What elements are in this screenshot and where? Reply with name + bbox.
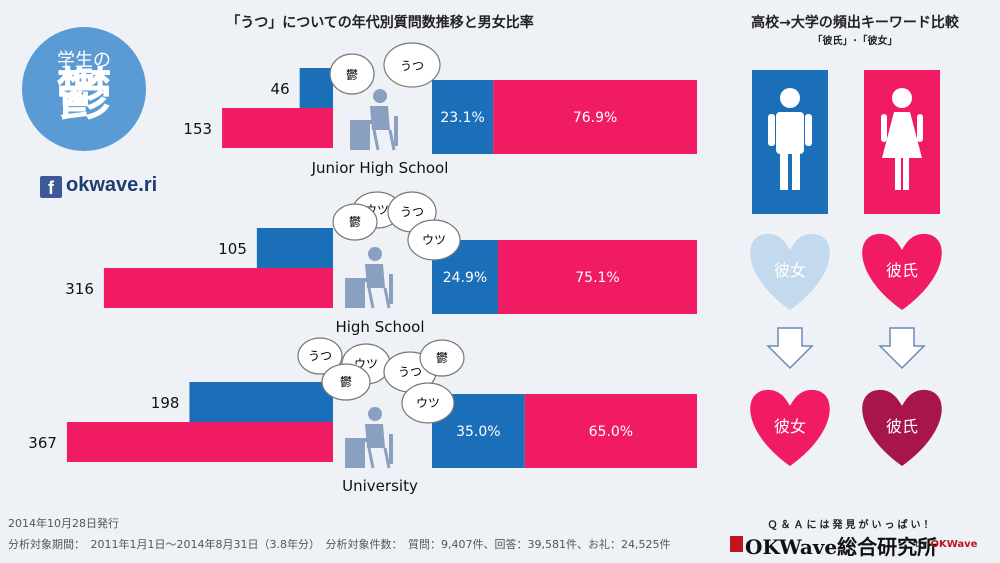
female-ratio-bar xyxy=(497,240,697,314)
heart-label-male-high: 彼女 xyxy=(774,261,806,280)
speech-bubble: 鬱 xyxy=(332,203,378,241)
male-count-bar xyxy=(189,382,333,422)
svg-text:うつ: うつ xyxy=(400,205,424,219)
speech-bubble: うつ xyxy=(297,337,343,375)
logo-kanji: 鬱 xyxy=(56,63,112,128)
male-count-label: 105 xyxy=(218,240,247,258)
keyword-subtitle: 「彼氏」･「彼女」 xyxy=(812,36,898,47)
logo-text: 学生の xyxy=(57,50,111,71)
male-count-bar xyxy=(256,228,333,268)
heart-icon: 彼氏 xyxy=(862,233,942,310)
brand-tagline: Ｑ＆Ａには発見がいっぱい！ xyxy=(767,520,937,531)
female-count-bar xyxy=(103,268,334,308)
category-label-univ: University xyxy=(342,477,418,495)
male-count-bar xyxy=(299,68,333,108)
svg-text:ウツ: ウツ xyxy=(422,233,446,247)
speech-bubble: ウツ xyxy=(407,219,461,261)
keyword-title: 高校→大学の頻出キーワード比較 xyxy=(751,15,959,31)
female-count-label: 153 xyxy=(183,120,212,138)
heart-label-female-high: 彼氏 xyxy=(886,261,918,280)
brand-name: OKWave総合研究所 xyxy=(745,535,938,559)
speech-bubble: うつ xyxy=(383,42,441,88)
male-ratio-bar xyxy=(432,80,494,154)
facebook-link[interactable]: okwave.ri xyxy=(66,174,158,196)
female-ratio-label: 75.1% xyxy=(575,270,619,286)
svg-text:うつ: うつ xyxy=(398,365,422,379)
footer-published: 2014年10月28日発行 xyxy=(8,517,119,530)
female-count-bar xyxy=(66,422,334,462)
svg-text:ウツ: ウツ xyxy=(416,396,440,410)
female-count-label: 367 xyxy=(28,434,57,452)
male-count-label: 198 xyxy=(151,394,180,412)
female-ratio-bar xyxy=(493,80,697,154)
female-ratio-label: 76.9% xyxy=(573,110,617,126)
male-count-label: 46 xyxy=(271,80,290,98)
logo-circle xyxy=(22,27,146,151)
male-ratio-label: 23.1% xyxy=(440,110,484,126)
arrow-down-icon xyxy=(766,327,814,370)
facebook-icon[interactable]: f xyxy=(40,176,62,198)
footer-period: 分析対象期間： 2011年1月1日～2014年8月31日（3.8年分） 分析対象… xyxy=(8,538,671,551)
heart-icon: 彼女 xyxy=(750,233,830,310)
category-label-high: High School xyxy=(335,318,424,336)
speech-bubble: 鬱 xyxy=(419,339,465,377)
student-icon xyxy=(348,87,400,152)
speech-bubble: ウツ xyxy=(401,382,455,424)
svg-text:鬱: 鬱 xyxy=(349,215,361,229)
student-icon xyxy=(343,405,395,470)
svg-text:鬱: 鬱 xyxy=(346,68,358,82)
student-icon xyxy=(343,245,395,310)
svg-text:鬱: 鬱 xyxy=(340,375,352,389)
heart-label-male-univ: 彼女 xyxy=(774,417,806,436)
heart-label-female-univ: 彼氏 xyxy=(886,417,918,436)
female-icon xyxy=(881,88,923,190)
speech-bubble: 鬱 xyxy=(329,53,375,95)
chart-title: 「うつ」についての年代別質問数推移と男女比率 xyxy=(226,15,534,31)
female-ratio-bar xyxy=(524,394,697,468)
svg-text:うつ: うつ xyxy=(400,59,424,73)
arrow-down-icon xyxy=(878,327,926,370)
male-ratio-label: 35.0% xyxy=(456,424,500,440)
female-count-label: 316 xyxy=(65,280,94,298)
speech-bubble: 鬱 xyxy=(321,363,371,401)
speech-bubble: 鬱 xyxy=(452,353,464,367)
brand-logo-icon xyxy=(730,536,743,552)
category-label-junior: Junior High School xyxy=(311,159,449,177)
heart-icon: 彼女 xyxy=(750,389,830,466)
svg-text:鬱: 鬱 xyxy=(436,351,448,365)
male-ratio-label: 24.9% xyxy=(443,270,487,286)
brand-by: by OKWave xyxy=(915,539,978,550)
heart-icon: 彼氏 xyxy=(862,389,942,466)
female-count-bar xyxy=(222,108,333,148)
male-icon xyxy=(768,88,812,190)
female-ratio-label: 65.0% xyxy=(589,424,633,440)
svg-text:うつ: うつ xyxy=(308,349,332,363)
